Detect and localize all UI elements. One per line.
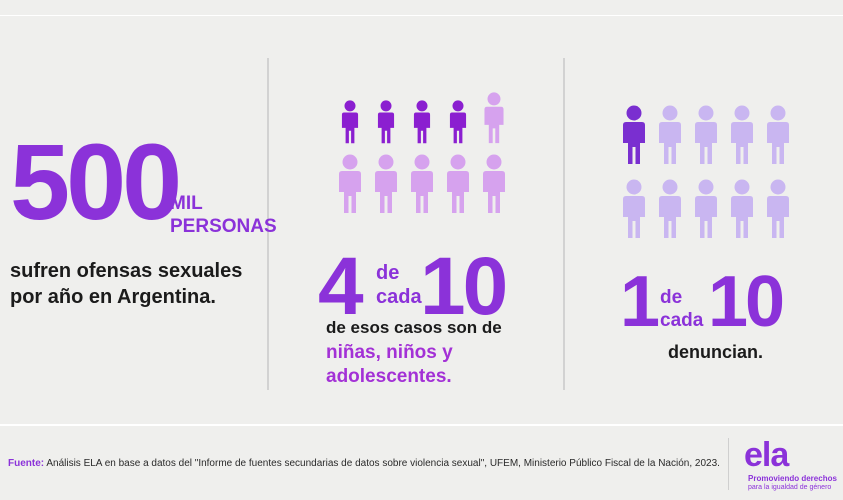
fraction-numerator-1: 1 [620, 262, 660, 342]
panel2-text-line1: de esos casos son de [326, 318, 502, 337]
fraction-numerator-4: 4 [318, 241, 364, 332]
person-icon [483, 154, 505, 213]
fraction-de-cada: de cada [376, 261, 422, 309]
logo-tagline-line2: para la igualdad de género [748, 484, 832, 491]
person-icon [623, 105, 645, 164]
stat-description-line2: por año en Argentina. [10, 286, 216, 308]
person-icon [339, 154, 361, 213]
person-icon [484, 92, 504, 144]
divider-right [563, 58, 565, 390]
stat-description-line1: sufren ofensas sexuales [10, 260, 243, 282]
person-icon [731, 105, 753, 164]
stat-unit-personas: PERSONAS [170, 216, 277, 237]
logo-tagline-line1: Promoviendo derechos [748, 474, 837, 483]
person-icon [375, 154, 397, 213]
stat-unit-mil: MIL [170, 193, 203, 214]
person-icon [767, 105, 789, 164]
person-icon [447, 154, 469, 213]
top-rule [0, 15, 843, 16]
person-icon [413, 100, 431, 144]
panel2-highlight: niñas, niños y adolescentes. [326, 341, 526, 389]
source-label: Fuente: [8, 458, 45, 469]
fraction-de: de [376, 262, 400, 284]
person-icon [411, 154, 433, 213]
fraction-de-cada: de cada [660, 286, 703, 332]
people-icon-grid-1-of-10 [620, 102, 792, 242]
stat-number-500: 500 [10, 121, 182, 242]
panel2-text-line3: adolescentes. [326, 366, 452, 387]
fraction-cada: cada [660, 310, 704, 331]
person-icon [449, 100, 467, 144]
person-icon [377, 100, 395, 144]
fraction-cada: cada [376, 286, 422, 308]
stat-description: sufren ofensas sexuales por año en Argen… [10, 258, 260, 310]
fraction-de: de [660, 287, 683, 308]
person-icon [341, 100, 359, 144]
people-icon-grid-4-of-10 [336, 86, 508, 216]
source-footnote: Fuente: Análisis ELA en base a datos del… [8, 458, 720, 469]
panel3-text-line1: denuncian. [668, 342, 764, 362]
ela-logo: ela [744, 436, 789, 474]
person-icon [659, 105, 681, 164]
fraction-denominator-10: 10 [708, 262, 785, 342]
source-text: Análisis ELA en base a datos del "Inform… [44, 458, 720, 469]
person-icon [767, 179, 789, 238]
fraction-denominator-10: 10 [420, 241, 508, 332]
bottom-rule [0, 424, 843, 426]
logo-divider [728, 438, 729, 490]
person-icon [659, 179, 681, 238]
person-icon [695, 179, 717, 238]
stat-unit: MIL PERSONAS [170, 192, 277, 238]
person-icon [695, 105, 717, 164]
person-icon [623, 179, 645, 238]
person-icon [731, 179, 753, 238]
divider-left [267, 58, 269, 390]
panel2-text-line2: niñas, niños y [326, 342, 453, 363]
